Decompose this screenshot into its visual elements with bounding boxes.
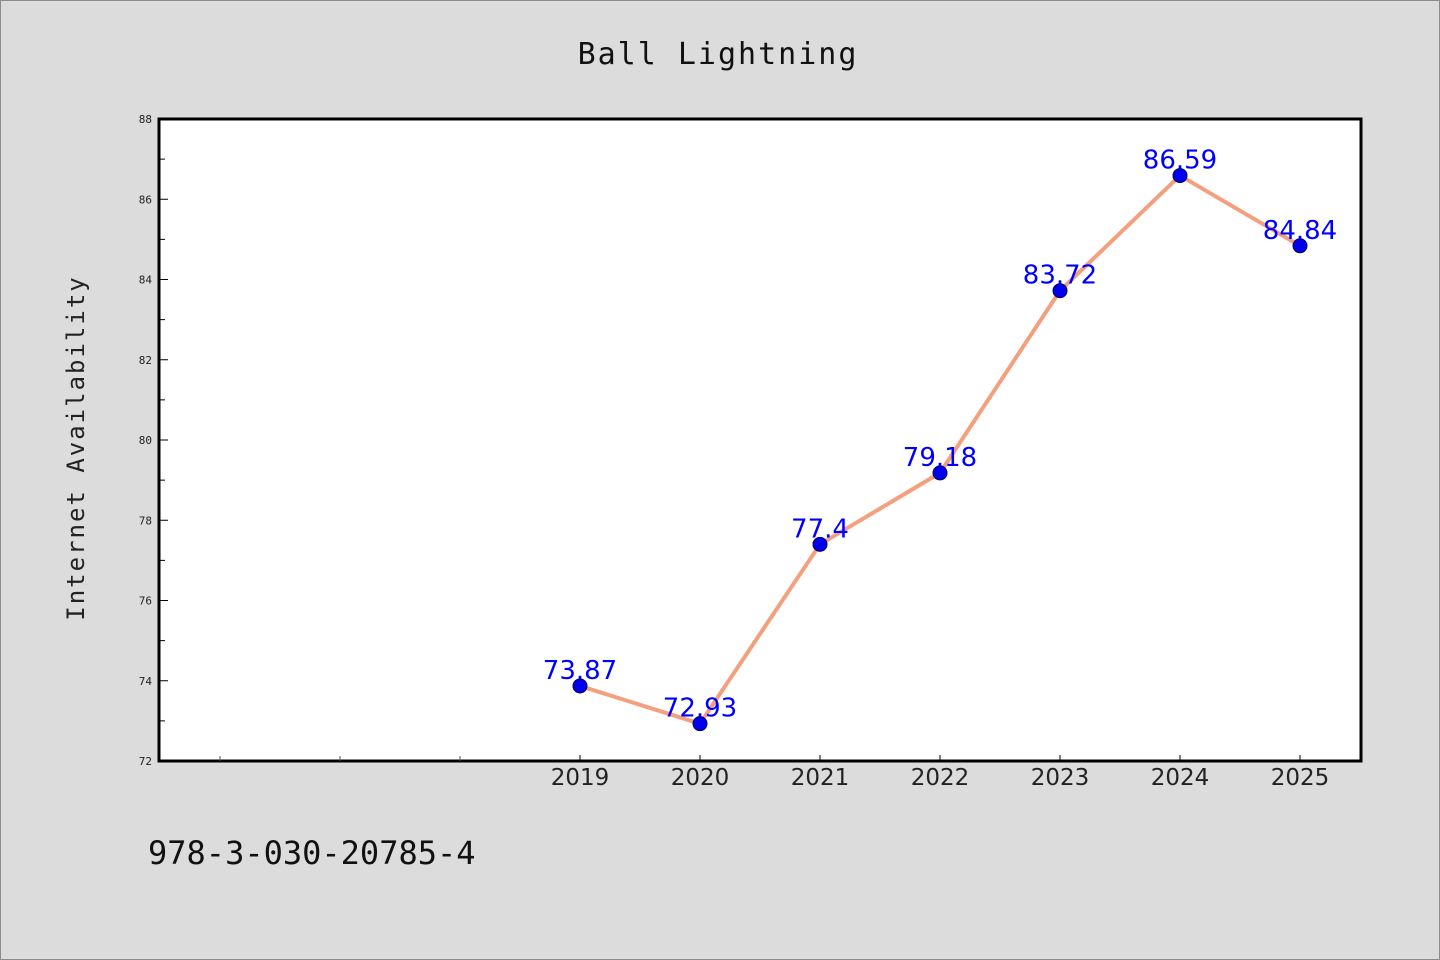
x-tick-label: 2021 [791, 765, 850, 791]
x-tick-label: 2019 [551, 765, 610, 791]
y-tick-label: 84 [139, 274, 153, 287]
x-tick-label: 2020 [671, 765, 730, 791]
y-axis: 72 74 76 78 80 82 84 86 88 [139, 113, 168, 768]
series-line-group [572, 168, 1308, 732]
data-point [812, 536, 828, 552]
chart-title: Ball Lightning [578, 37, 859, 72]
data-point [572, 678, 588, 694]
y-tick-label: 88 [139, 113, 152, 126]
x-tick-label: 2023 [1031, 765, 1090, 791]
x-tick-label: 2024 [1151, 765, 1210, 791]
y-tick-label: 76 [139, 595, 152, 608]
isbn-text: 978-3-030-20785-4 [148, 834, 476, 872]
plot-area [157, 117, 1363, 763]
data-point [1172, 168, 1188, 184]
x-tick-label: 2022 [911, 765, 970, 791]
data-label: 73.87 [543, 656, 617, 686]
data-label: 86.59 [1143, 146, 1217, 176]
data-labels: 73.87 72.93 77.4 79.18 83.72 86.59 84.84 [543, 146, 1337, 724]
x-tick-label: 2025 [1271, 765, 1330, 791]
y-tick-label: 82 [139, 354, 152, 367]
data-label: 79.18 [903, 443, 977, 473]
y-axis-label: Internet Availability [62, 275, 90, 620]
y-tick-label: 74 [139, 675, 153, 688]
data-point [692, 716, 708, 732]
y-tick-label: 86 [139, 193, 152, 206]
data-point [932, 465, 948, 481]
data-point [1052, 283, 1068, 299]
y-tick-label: 78 [139, 514, 152, 527]
y-tick-label: 72 [139, 755, 152, 768]
y-tick-label: 80 [139, 434, 152, 447]
data-label: 77.4 [791, 514, 849, 544]
data-label: 72.93 [663, 694, 737, 724]
x-axis: 2019 2020 2021 2022 2023 2024 2025 [219, 755, 1330, 791]
data-label: 83.72 [1023, 261, 1097, 291]
data-point [1292, 238, 1308, 254]
data-label: 84.84 [1263, 216, 1337, 246]
